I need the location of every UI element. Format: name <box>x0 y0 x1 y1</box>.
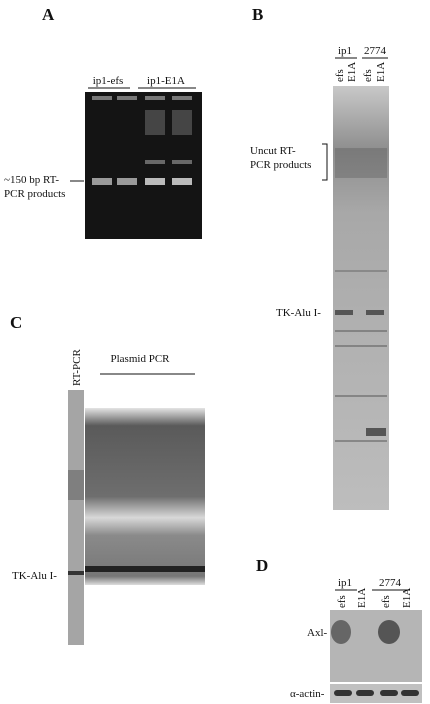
lane-label: efs <box>336 595 348 608</box>
gel <box>85 92 202 239</box>
band-label: ~150 bp RT- <box>4 174 59 186</box>
band <box>331 620 351 644</box>
band-label: Uncut RT- <box>250 145 296 157</box>
lane-label: efs <box>380 595 392 608</box>
band-label: PCR products <box>250 159 311 171</box>
band <box>68 470 84 500</box>
band-label: Axl- <box>307 627 328 639</box>
lane-label: E1A <box>356 588 368 608</box>
lane-label: efs <box>362 69 374 82</box>
band <box>378 620 400 644</box>
bands <box>335 148 387 442</box>
lane-label: E1A <box>375 62 387 82</box>
gel <box>85 408 205 585</box>
lane-group: ip1 <box>338 577 352 589</box>
lane-label: Plasmid PCR <box>111 353 171 365</box>
panel-label: D <box>256 556 268 575</box>
lane-label: E1A <box>401 588 413 608</box>
lane-group: ip1-E1A <box>147 75 185 87</box>
lane-label: efs <box>334 69 346 82</box>
lane-label: RT-PCR <box>71 348 83 386</box>
band-label: α-actin- <box>290 688 325 700</box>
band-label: PCR products <box>4 188 65 200</box>
bands <box>334 690 419 696</box>
lane-group: 2774 <box>364 45 387 57</box>
blot <box>330 684 422 703</box>
bracket <box>322 143 328 181</box>
band-label: TK-Alu I- <box>12 570 57 582</box>
band <box>68 571 84 575</box>
lane-group: 2774 <box>379 577 402 589</box>
bands <box>92 96 192 185</box>
band-label: TK-Alu I- <box>276 307 321 319</box>
gel-lane <box>68 390 84 645</box>
gel <box>333 86 389 510</box>
lane-group: ip1 <box>338 45 352 57</box>
panel-label: B <box>252 5 263 24</box>
band <box>85 566 205 572</box>
lane-group: ip1-efs <box>93 75 124 87</box>
panel-label: C <box>10 313 22 332</box>
lane-label: E1A <box>346 62 358 82</box>
panel-label: A <box>42 5 55 24</box>
